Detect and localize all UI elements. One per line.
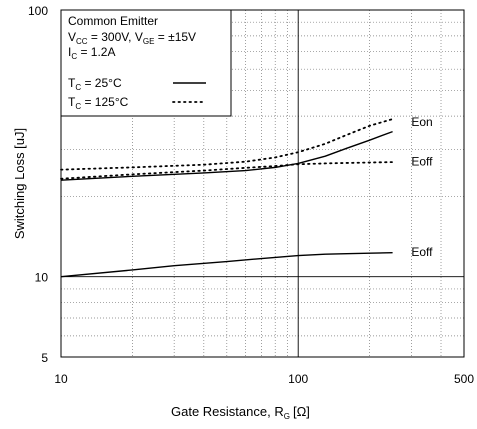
legend-value: = 25°C <box>81 76 122 90</box>
legend-value: = ±15V <box>154 30 196 44</box>
x-axis-title-unit: [Ω] <box>293 404 310 419</box>
x-tick-label: 10 <box>54 372 68 386</box>
legend-title: Common Emitter <box>68 14 158 28</box>
plot-frame <box>60 9 465 358</box>
y-tick-label: 10 <box>35 271 49 285</box>
x-axis-title: Gate Resistance, RG [Ω] <box>171 404 310 421</box>
legend-symbol: V <box>68 30 76 44</box>
y-tick-label: 100 <box>28 4 48 18</box>
legend-entries: TC = 25°CTC = 125°C <box>68 76 207 111</box>
legend-entry-label: TC = 25°C <box>68 76 122 92</box>
x-tick-label: 100 <box>288 372 308 386</box>
x-axis-title-main: Gate Resistance, R <box>171 404 284 419</box>
x-tick-labels: 10 100 500 <box>54 372 474 386</box>
series-line-eoff-125c <box>60 161 394 180</box>
series-labels: Eon Eoff Eoff <box>411 115 433 259</box>
legend-box: Common Emitter VCC = 300V, VGE = ±15VIC … <box>60 9 232 117</box>
legend-value: = 300V, <box>88 30 135 44</box>
legend-symbol: T <box>68 76 76 90</box>
x-axis-title-subscript: G <box>284 412 290 421</box>
legend-value: = 125°C <box>81 95 128 109</box>
series-line-eon-125c <box>60 118 394 171</box>
legend-subscript: C <box>71 52 77 61</box>
series-label-eon: Eon <box>411 115 432 129</box>
legend-value: = 1.2A <box>77 45 115 59</box>
legend-subscript: C <box>75 102 81 111</box>
x-tick-label: 500 <box>454 372 474 386</box>
legend-condition: VCC = 300V, VGE = ±15V <box>68 30 196 46</box>
legend-condition: IC = 1.2A <box>68 45 116 61</box>
legend-symbol: V <box>135 30 143 44</box>
legend-entry-label: TC = 125°C <box>68 95 129 111</box>
legend-subscript: C <box>75 83 81 92</box>
y-tick-label: 5 <box>41 351 48 365</box>
series-label-eoff: Eoff <box>411 245 433 259</box>
major-grid <box>61 10 464 357</box>
y-tick-labels: 5 10 100 <box>28 4 48 365</box>
series-label-eoff: Eoff <box>411 155 433 169</box>
legend-symbol: T <box>68 95 76 109</box>
series-layer <box>60 118 394 278</box>
series-line-eoff-25c <box>60 252 393 278</box>
legend-subscript: CC <box>76 37 88 46</box>
legend-background <box>60 9 232 117</box>
legend-symbol: I <box>68 45 71 59</box>
y-axis-title: Switching Loss [uJ] <box>12 128 27 239</box>
legend-subscript: GE <box>143 37 155 46</box>
